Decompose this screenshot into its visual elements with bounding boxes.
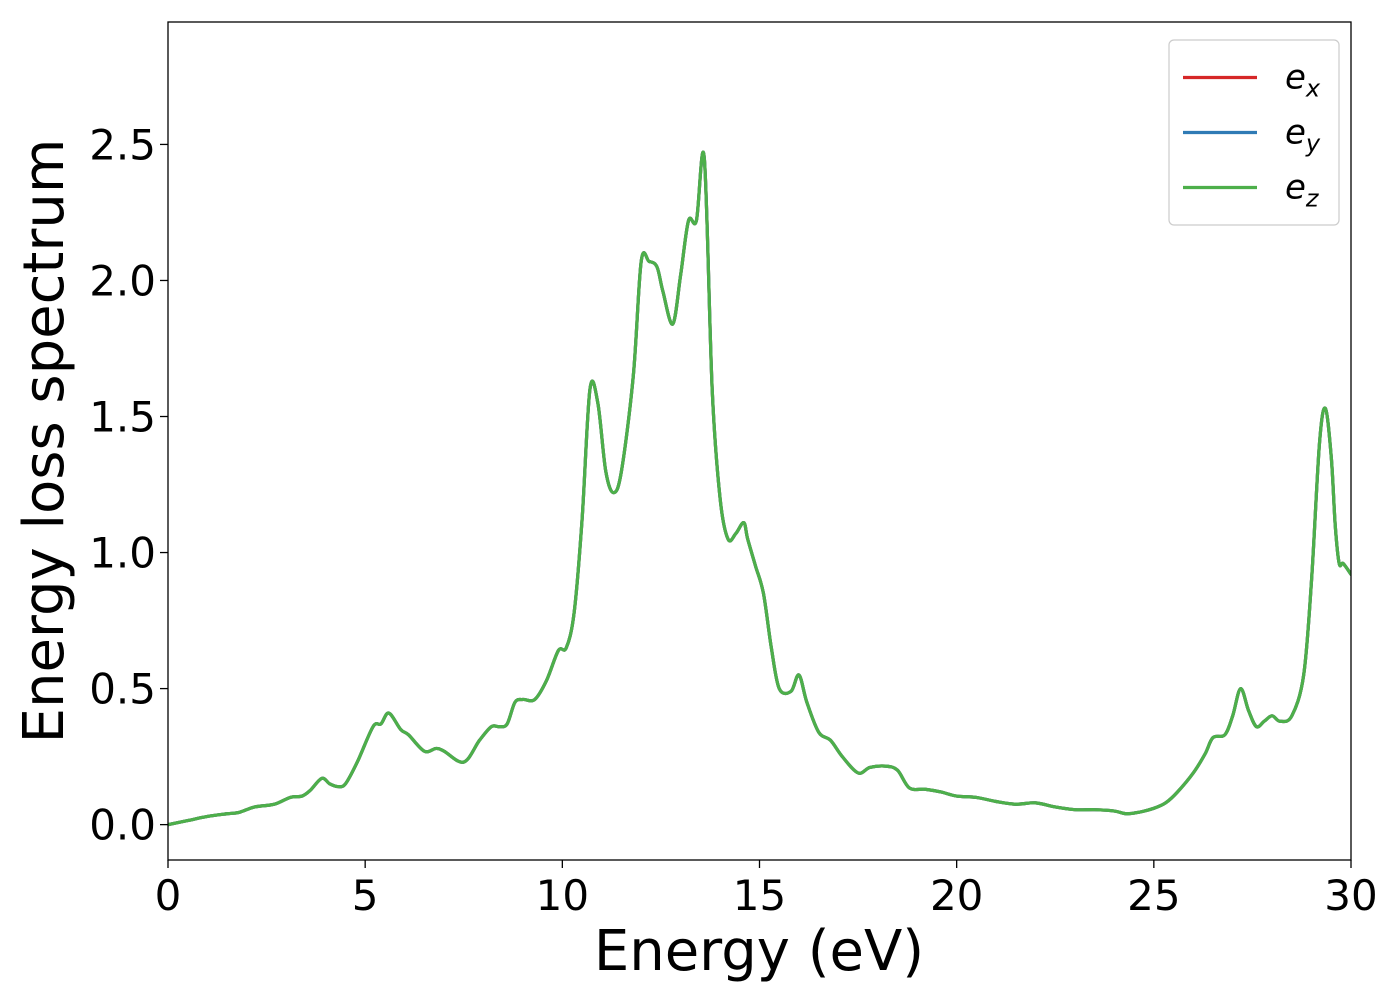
y-tick-label: 2.0 <box>89 256 156 305</box>
legend-label-subscript: z <box>1305 185 1320 213</box>
legend-label-ez: ez <box>1285 168 1320 213</box>
series-line-e-y <box>168 150 1351 827</box>
series-line-e-x <box>168 150 1351 827</box>
legend-label-ey: ey <box>1285 113 1321 158</box>
legend-label-base: e <box>1285 113 1306 153</box>
series-line-e-z <box>168 150 1351 827</box>
x-tick-label: 30 <box>1324 871 1377 920</box>
legend-label-base: e <box>1285 58 1306 98</box>
y-tick-label: 0.0 <box>89 801 156 850</box>
legend-label-ex: ex <box>1285 58 1321 103</box>
x-tick-label: 20 <box>930 871 983 920</box>
y-tick-label: 2.5 <box>89 120 156 169</box>
series-layer <box>168 150 1351 827</box>
x-axis-label: Energy (eV) <box>594 919 924 984</box>
y-tick-label: 1.0 <box>89 529 156 578</box>
legend-label-subscript: x <box>1305 75 1321 103</box>
legend-label-base: e <box>1285 168 1306 208</box>
x-tick-label: 25 <box>1127 871 1180 920</box>
y-axis-label: Energy loss spectrum <box>12 139 77 744</box>
x-axis: 0 5 10 15 20 25 30 <box>155 860 1378 920</box>
y-tick-label: 1.5 <box>89 393 156 442</box>
y-tick-label: 0.5 <box>89 665 156 714</box>
y-axis: 0.0 0.5 1.0 1.5 2.0 2.5 <box>89 120 168 850</box>
x-tick-label: 0 <box>155 871 182 920</box>
legend-label-subscript: y <box>1305 130 1321 158</box>
x-tick-label: 5 <box>352 871 379 920</box>
x-tick-label: 15 <box>733 871 786 920</box>
x-tick-label: 10 <box>536 871 589 920</box>
